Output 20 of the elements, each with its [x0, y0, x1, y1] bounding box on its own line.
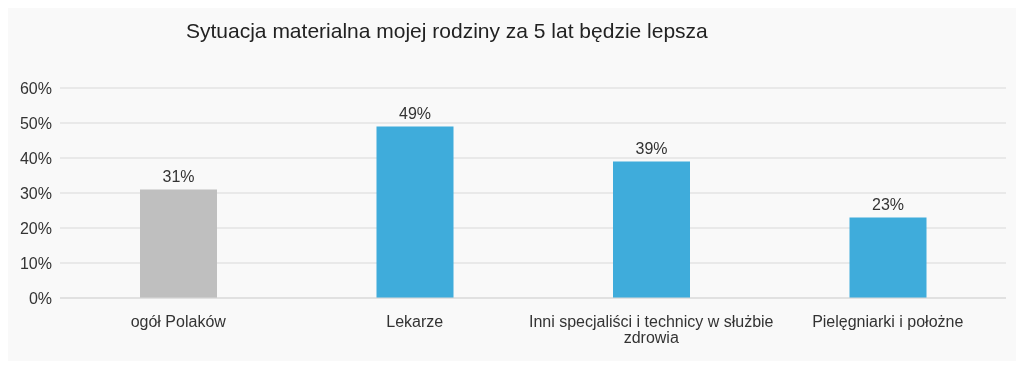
data-label: 49%	[398, 104, 432, 122]
y-tick-label: 20%	[19, 219, 52, 237]
bar	[613, 161, 690, 298]
x-tick-label: Inni specjaliści i technicy w służbie zdrowia	[528, 313, 774, 347]
bar	[849, 217, 927, 298]
y-tick-label: 40%	[19, 149, 52, 167]
y-tick-label: 60%	[19, 79, 52, 97]
data-label: 31%	[162, 167, 195, 185]
y-tick-label: 50%	[19, 114, 52, 132]
x-tick-label: Pielęgniarki i położne	[812, 313, 964, 331]
bar	[376, 126, 454, 298]
bar	[140, 189, 217, 298]
y-tick-label: 30%	[19, 184, 52, 202]
data-label: 23%	[871, 195, 905, 213]
data-label: 39%	[635, 139, 668, 157]
chart-title: Sytuacja materialna mojej rodziny za 5 lat będzie lepsza	[185, 18, 709, 44]
y-tick-label: 0%	[28, 289, 52, 307]
x-tick-label: ogół Polaków	[130, 313, 227, 331]
x-tick-label: Lekarze	[386, 313, 444, 331]
y-tick-label: 10%	[19, 254, 52, 272]
